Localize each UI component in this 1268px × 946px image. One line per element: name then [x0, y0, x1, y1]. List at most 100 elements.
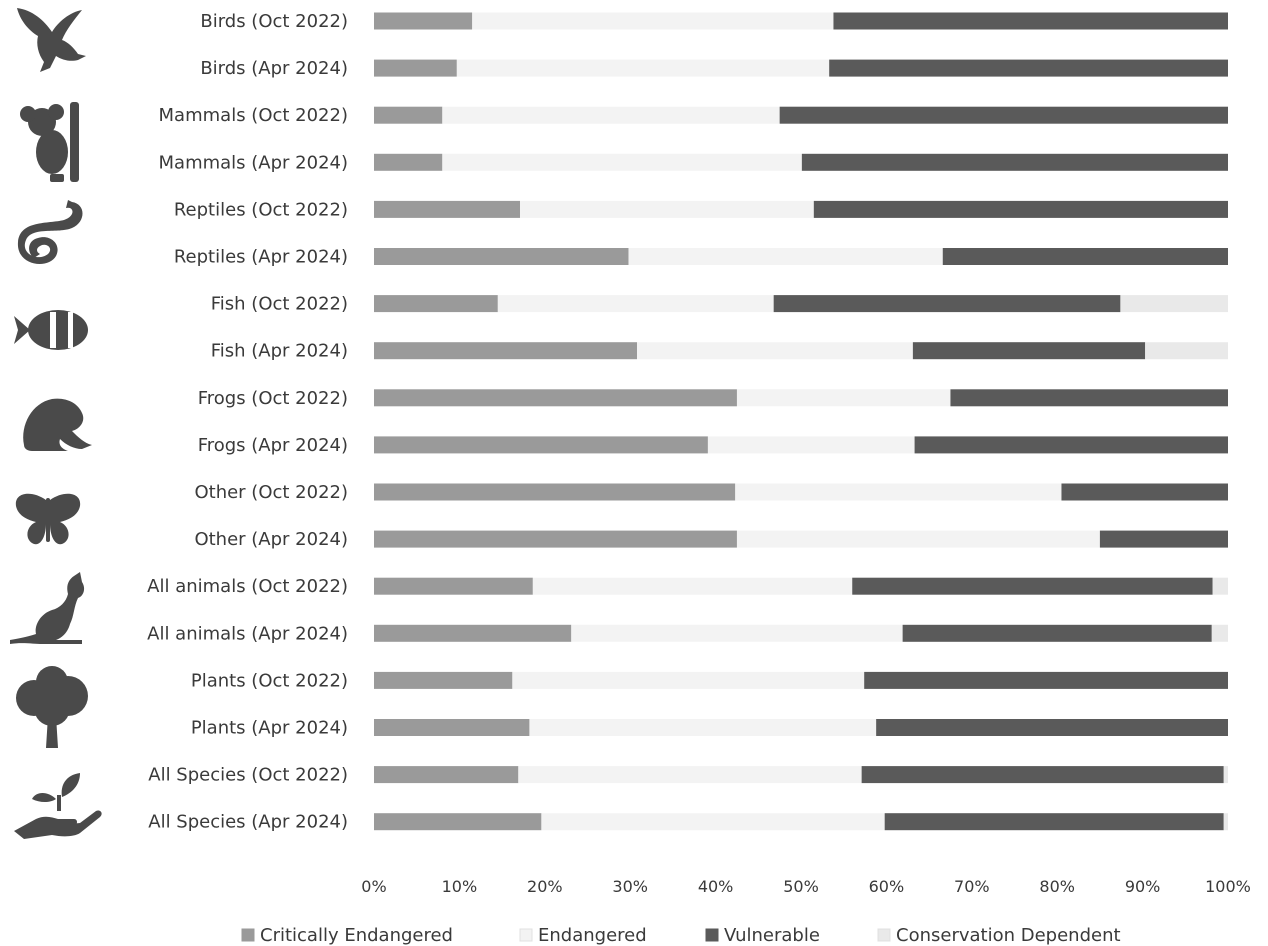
- bar-segment-vulnerable: [914, 436, 1228, 454]
- bar-segment-endangered: [735, 483, 1062, 501]
- category-label: Plants (Oct 2022): [191, 670, 348, 691]
- bar-segment-vulnerable: [1099, 530, 1228, 548]
- category-label: Frogs (Oct 2022): [198, 388, 348, 409]
- bar-segment-critically-endangered: [374, 295, 498, 313]
- kangaroo-icon: [10, 572, 85, 644]
- x-axis-ticks: 0% 10% 20% 30% 40% 50% 60% 70% 80% 90% 100%: [361, 877, 1251, 896]
- bar-segment-critically-endangered: [374, 766, 519, 784]
- bar-segment-critically-endangered: [374, 12, 473, 30]
- x-tick-label: 90%: [1125, 877, 1161, 896]
- bar-segment-endangered: [442, 106, 780, 124]
- hand-sprout-icon: [14, 773, 102, 839]
- bar-segment-endangered: [628, 248, 943, 265]
- bar-segment-conservation-dependent: [1223, 766, 1228, 784]
- frog-icon: [23, 398, 92, 451]
- category-label: Other (Oct 2022): [194, 482, 348, 503]
- bar-segment-critically-endangered: [374, 813, 542, 831]
- bar-segment-critically-endangered: [374, 59, 457, 77]
- butterfly-icon: [15, 493, 81, 545]
- bar-segment-endangered: [736, 389, 951, 407]
- eagle-icon: [17, 8, 86, 72]
- category-label: Reptiles (Oct 2022): [174, 199, 348, 220]
- bar-segment-endangered: [442, 153, 802, 171]
- x-tick-label: 70%: [954, 877, 990, 896]
- bar-segment-vulnerable: [813, 200, 1228, 218]
- bar-segment-vulnerable: [864, 671, 1228, 689]
- category-label: Birds (Apr 2024): [200, 58, 348, 79]
- bar-segment-endangered: [529, 719, 877, 736]
- legend: Critically Endangered Endangered Vulnerabl…: [241, 925, 1121, 946]
- bar-segment-conservation-dependent: [1223, 813, 1228, 831]
- category-label: Mammals (Apr 2024): [159, 152, 348, 173]
- bar-segment-conservation-dependent: [1145, 342, 1228, 360]
- snake-icon: [17, 200, 83, 265]
- bar-segment-vulnerable: [876, 719, 1228, 736]
- x-tick-label: 20%: [527, 877, 563, 896]
- bar-segment-endangered: [518, 766, 862, 784]
- category-label: All animals (Apr 2024): [147, 623, 348, 644]
- bar-segment-endangered: [472, 12, 834, 30]
- bar-segment-vulnerable: [902, 624, 1212, 642]
- category-label: Birds (Oct 2022): [200, 11, 348, 32]
- bar-segment-vulnerable: [773, 295, 1121, 313]
- category-label: All animals (Oct 2022): [147, 576, 348, 597]
- legend-swatch: [705, 928, 719, 942]
- bar-segment-critically-endangered: [374, 530, 737, 548]
- bar-segment-critically-endangered: [374, 342, 638, 360]
- legend-label: Critically Endangered: [260, 925, 453, 946]
- bar-segment-vulnerable: [884, 813, 1224, 831]
- group-icons: [10, 8, 102, 839]
- bar-segment-conservation-dependent: [1211, 624, 1228, 642]
- x-tick-label: 80%: [1039, 877, 1075, 896]
- bar-segment-critically-endangered: [374, 483, 736, 501]
- bar-segment-vulnerable: [1061, 483, 1228, 501]
- bar-segment-vulnerable: [861, 766, 1224, 784]
- x-tick-label: 60%: [869, 877, 905, 896]
- category-label: Mammals (Oct 2022): [159, 105, 348, 126]
- bar-segment-critically-endangered: [374, 436, 708, 454]
- category-label: Other (Apr 2024): [194, 529, 348, 550]
- bar-segment-endangered: [497, 295, 774, 313]
- legend-label: Vulnerable: [724, 925, 820, 946]
- bar-segment-vulnerable: [950, 389, 1228, 407]
- bar-segment-vulnerable: [912, 342, 1146, 360]
- bar-segment-critically-endangered: [374, 200, 521, 218]
- bar-segment-endangered: [736, 530, 1100, 548]
- x-tick-label: 100%: [1205, 877, 1251, 896]
- category-label: All Species (Oct 2022): [148, 765, 348, 786]
- legend-label: Conservation Dependent: [896, 925, 1121, 946]
- bar-segment-endangered: [707, 436, 915, 454]
- bar-segment-critically-endangered: [374, 577, 533, 595]
- bar-segment-critically-endangered: [374, 106, 443, 124]
- x-tick-label: 0%: [361, 877, 386, 896]
- category-label: Fish (Apr 2024): [211, 341, 348, 362]
- bar-segment-endangered: [571, 624, 903, 642]
- bars: [374, 12, 1228, 831]
- bar-segment-critically-endangered: [374, 719, 530, 736]
- bar-segment-endangered: [456, 59, 830, 77]
- tree-icon: [16, 666, 88, 748]
- bar-segment-endangered: [512, 671, 865, 689]
- x-tick-label: 10%: [442, 877, 478, 896]
- bar-segment-endangered: [532, 577, 853, 595]
- category-label: All Species (Apr 2024): [148, 812, 348, 833]
- bar-segment-critically-endangered: [374, 248, 629, 265]
- bar-segment-critically-endangered: [374, 153, 443, 171]
- legend-swatch: [241, 928, 255, 942]
- category-labels: Birds (Oct 2022) Birds (Apr 2024) Mammals …: [147, 11, 348, 833]
- category-label: Frogs (Apr 2024): [198, 435, 348, 456]
- x-tick-label: 30%: [612, 877, 648, 896]
- bar-segment-endangered: [637, 342, 913, 360]
- clownfish-icon: [14, 310, 88, 350]
- x-tick-label: 40%: [698, 877, 734, 896]
- bar-segment-vulnerable: [942, 248, 1228, 265]
- bar-segment-vulnerable: [779, 106, 1228, 124]
- x-tick-label: 50%: [783, 877, 819, 896]
- bar-segment-vulnerable: [852, 577, 1213, 595]
- bar-segment-vulnerable: [829, 59, 1228, 77]
- legend-swatch: [877, 928, 891, 942]
- bar-segment-vulnerable: [801, 153, 1228, 171]
- bar-segment-critically-endangered: [374, 389, 737, 407]
- koala-icon: [20, 102, 79, 182]
